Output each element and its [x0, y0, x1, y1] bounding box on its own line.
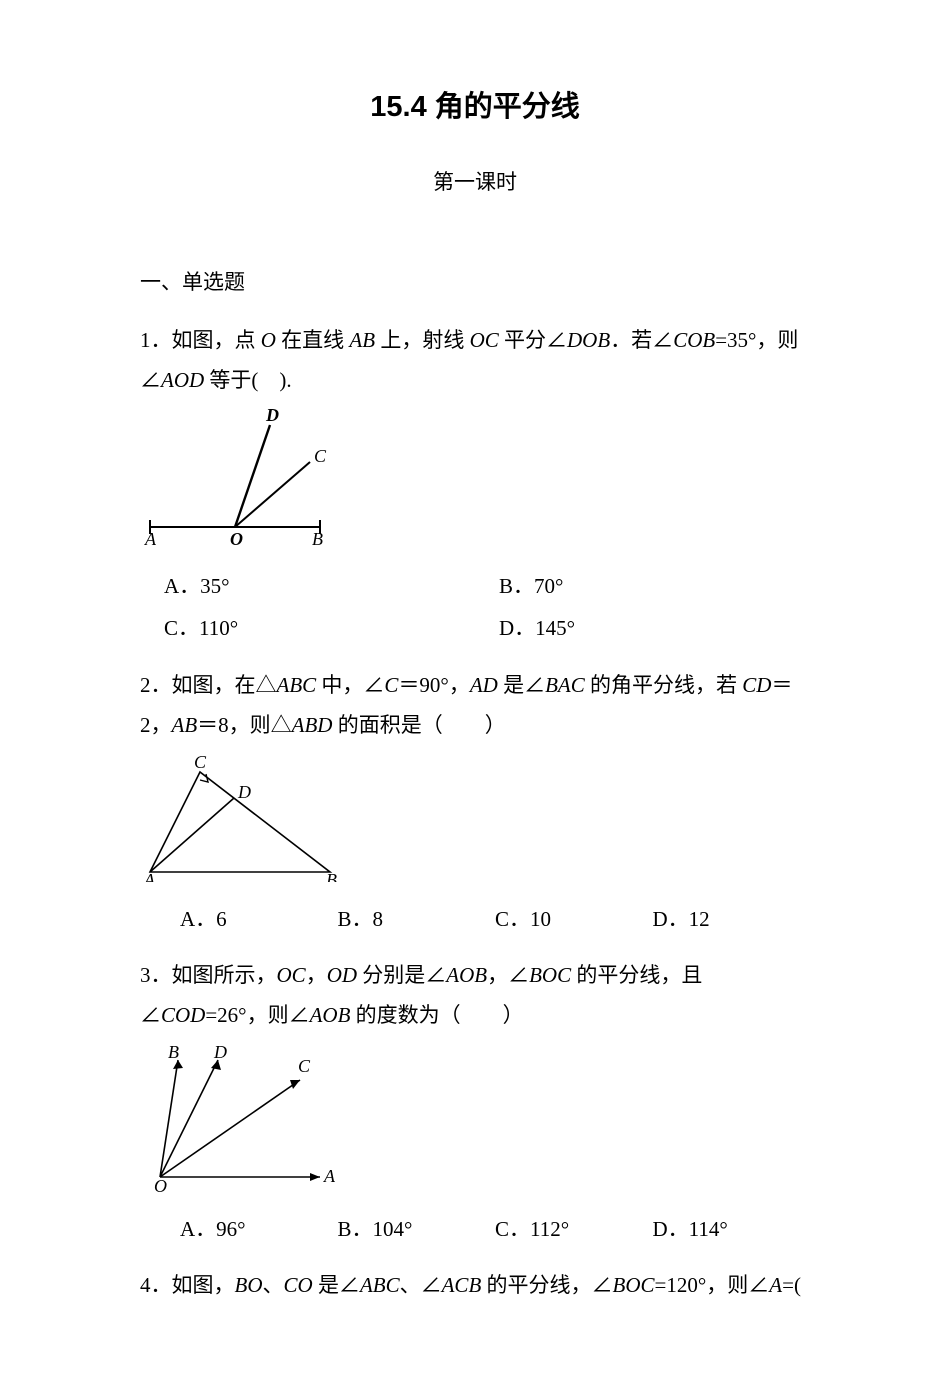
svg-text:C: C — [298, 1056, 311, 1076]
svg-text:C: C — [314, 446, 327, 466]
var-COD: COD — [161, 1003, 205, 1027]
var-BAC: BAC — [545, 673, 585, 697]
var-ABD: ABD — [292, 713, 333, 737]
t: ＝8，则△ — [197, 713, 292, 737]
t: 的面积是（ ） — [332, 713, 505, 737]
question-1: 1．如图，点 O 在直线 AB 上，射线 OC 平分∠DOB．若∠COB=35°… — [140, 321, 810, 651]
svg-text:D: D — [213, 1042, 227, 1062]
var-AOB: AOB — [446, 963, 487, 987]
var-AOB2: AOB — [310, 1003, 351, 1027]
section-heading: 一、单选题 — [140, 263, 810, 303]
t: 中，∠ — [316, 673, 384, 697]
var-ABC: ABC — [360, 1273, 400, 1297]
svg-text:B: B — [326, 870, 337, 882]
q2-figure: A B C D — [140, 752, 810, 882]
var-OC: OC — [277, 963, 306, 987]
q2-choice-a: A．6 — [180, 900, 338, 940]
t: =( — [782, 1273, 801, 1297]
q3-choice-c: C．112° — [495, 1210, 653, 1250]
q3-choice-b: B．104° — [338, 1210, 496, 1250]
t: 3．如图所示， — [140, 963, 277, 987]
q3-choice-d: D．114° — [653, 1210, 811, 1250]
svg-text:B: B — [168, 1042, 179, 1062]
var-OD: OD — [327, 963, 357, 987]
var-BOC: BOC — [529, 963, 571, 987]
var-BO: BO — [235, 1273, 263, 1297]
t: =120°，则∠ — [655, 1273, 770, 1297]
t: 分别是∠ — [357, 963, 446, 987]
question-4: 4．如图，BO、CO 是∠ABC、∠ACB 的平分线，∠BOC=120°，则∠A… — [140, 1266, 810, 1306]
svg-text:A: A — [143, 870, 156, 882]
q4-stem: 4．如图，BO、CO 是∠ABC、∠ACB 的平分线，∠BOC=120°，则∠A… — [140, 1266, 810, 1306]
var-A: A — [769, 1273, 782, 1297]
q3-choice-a: A．96° — [180, 1210, 338, 1250]
q1-choice-d: D．145° — [475, 609, 810, 649]
t: 4．如图， — [140, 1273, 235, 1297]
var-ACB: ACB — [442, 1273, 482, 1297]
t: 是∠ — [498, 673, 545, 697]
q2-choices: A．6 B．8 C．10 D．12 — [140, 900, 810, 940]
t: =26°，则∠ — [205, 1003, 309, 1027]
t: 的角平分线，若 — [585, 673, 743, 697]
q3-stem: 3．如图所示，OC，OD 分别是∠AOB，∠BOC 的平分线，且∠COD=26°… — [140, 956, 810, 1036]
q1-figure: A O B C D — [140, 407, 810, 547]
var-CD: CD — [742, 673, 771, 697]
q2-choice-b: B．8 — [338, 900, 496, 940]
svg-text:D: D — [265, 407, 279, 425]
t: 1．如图，点 — [140, 328, 261, 352]
var-O: O — [261, 328, 276, 352]
t: 是∠ — [313, 1273, 360, 1297]
q1-choice-b: B．70° — [475, 567, 810, 607]
var-DOB: DOB — [567, 328, 610, 352]
t: 、 — [263, 1273, 284, 1297]
var-AB: AB — [349, 328, 375, 352]
svg-text:A: A — [323, 1166, 336, 1186]
question-2: 2．如图，在△ABC 中，∠C＝90°，AD 是∠BAC 的角平分线，若 CD＝… — [140, 666, 810, 940]
var-ABC: ABC — [277, 673, 317, 697]
svg-text:O: O — [230, 529, 243, 547]
t: ＝90°， — [398, 673, 469, 697]
page-title: 15.4 角的平分线 — [140, 80, 810, 135]
var-CO: CO — [284, 1273, 313, 1297]
q2-choice-d: D．12 — [653, 900, 811, 940]
t: ，∠ — [487, 963, 529, 987]
var-BOC: BOC — [613, 1273, 655, 1297]
svg-text:C: C — [194, 752, 207, 772]
svg-text:B: B — [312, 529, 323, 547]
var-AOD: AOD — [161, 368, 204, 392]
q1-stem: 1．如图，点 O 在直线 AB 上，射线 OC 平分∠DOB．若∠COB=35°… — [140, 321, 810, 401]
q2-stem: 2．如图，在△ABC 中，∠C＝90°，AD 是∠BAC 的角平分线，若 CD ＝… — [140, 666, 810, 746]
q2-choice-c: C．10 — [495, 900, 653, 940]
q3-figure: O A B D C — [140, 1042, 810, 1192]
t: 平分∠ — [499, 328, 567, 352]
t: 等于( ). — [204, 368, 292, 392]
svg-text:O: O — [154, 1176, 167, 1192]
t: 在直线 — [276, 328, 350, 352]
t: 的度数为（ ） — [350, 1003, 523, 1027]
t: 、∠ — [400, 1273, 442, 1297]
t: 上，射线 — [375, 328, 470, 352]
var-OC: OC — [470, 328, 499, 352]
q1-choice-a: A．35° — [140, 567, 475, 607]
t: ， — [306, 963, 327, 987]
q1-choices: A．35° C．110° B．70° D．145° — [140, 565, 810, 651]
var-COB: COB — [673, 328, 715, 352]
t: ．若∠ — [610, 328, 673, 352]
svg-text:D: D — [237, 782, 251, 802]
var-AB: AB — [172, 713, 198, 737]
question-3: 3．如图所示，OC，OD 分别是∠AOB，∠BOC 的平分线，且∠COD=26°… — [140, 956, 810, 1250]
page-subtitle: 第一课时 — [140, 163, 810, 203]
q3-choices: A．96° B．104° C．112° D．114° — [140, 1210, 810, 1250]
var-C: C — [384, 673, 398, 697]
var-AD: AD — [470, 673, 498, 697]
t: 2．如图，在△ — [140, 673, 277, 697]
svg-text:A: A — [144, 529, 157, 547]
t: 的平分线，∠ — [481, 1273, 612, 1297]
q1-choice-c: C．110° — [140, 609, 475, 649]
